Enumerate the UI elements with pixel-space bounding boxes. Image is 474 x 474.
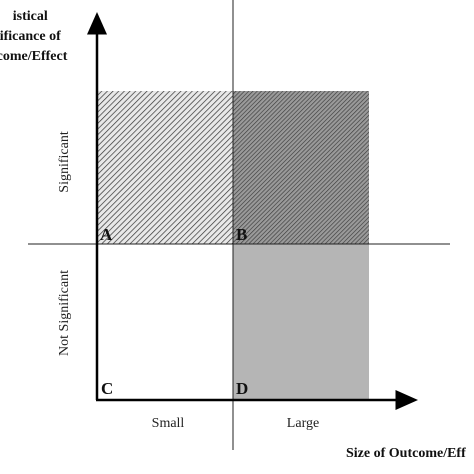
quadrant-d-region (233, 244, 369, 400)
y-category-not-significant: Not Significant (57, 270, 72, 356)
y-axis-title-line-2: ificance of (0, 29, 61, 44)
x-category-small: Small (152, 416, 185, 431)
y-axis-title-line-1: istical (13, 9, 48, 24)
quadrant-d-label: D (236, 379, 248, 398)
quadrant-c-label: C (101, 379, 113, 398)
y-axis-title-line-3: come/Effect (0, 49, 68, 64)
quadrant-a-label: A (100, 225, 113, 244)
quadrant-a-region (97, 91, 233, 244)
y-axis-title: istical ificance of come/Effect (0, 9, 68, 64)
quadrant-b-region (233, 91, 369, 244)
quadrant-b-label: B (236, 225, 247, 244)
y-category-significant: Significant (57, 131, 72, 193)
x-axis-title: Size of Outcome/Eff (346, 446, 466, 461)
x-category-large: Large (287, 416, 319, 431)
